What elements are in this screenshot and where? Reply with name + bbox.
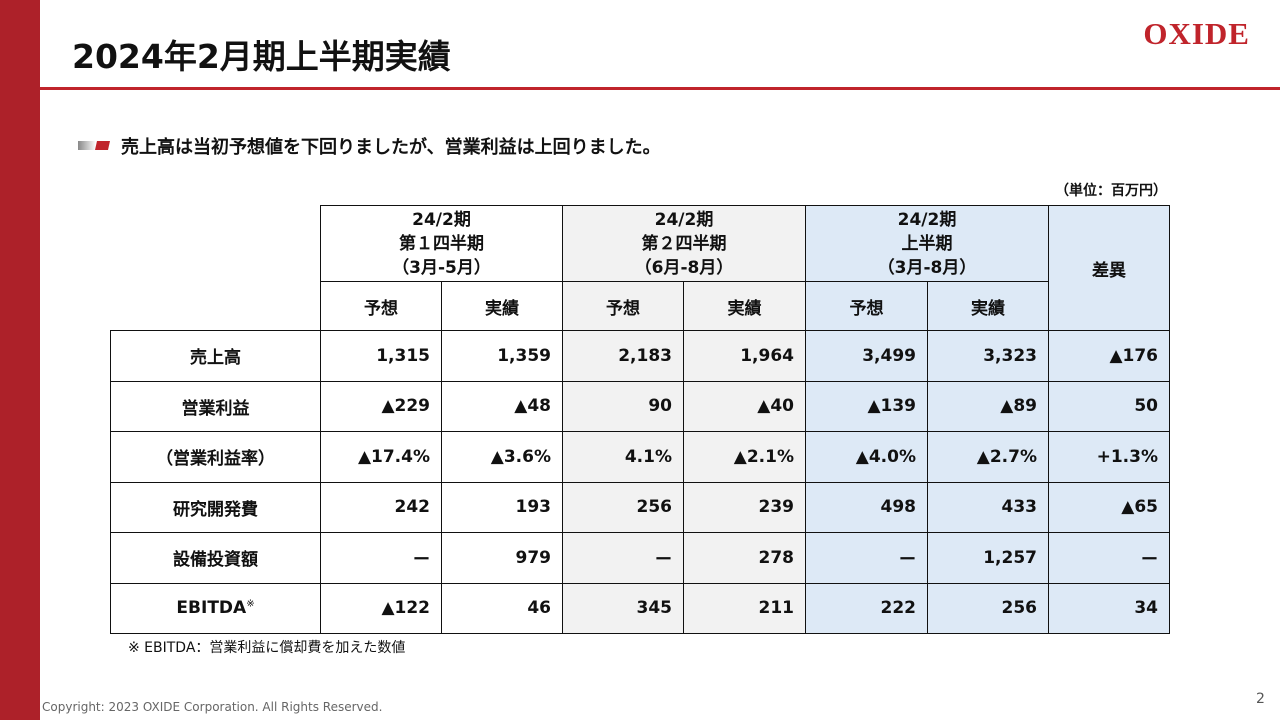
data-cell: 3,323: [927, 330, 1049, 382]
data-row: 設備投資額ー 979 ー 278 ー 1,257 ー: [110, 532, 1170, 584]
subheader: 実績: [927, 281, 1049, 331]
group-header: 24/2期上半期 （3月-8月）: [805, 205, 1049, 282]
sidebar: [0, 0, 40, 720]
group-header-line: （3月-5月）: [392, 257, 491, 278]
data-cell: ▲139: [805, 380, 928, 432]
row-label: EBITDA※: [110, 582, 321, 634]
data-cell: 498: [805, 481, 928, 533]
data-row: 研究開発費 242 193 256 239 498 433 ▲65: [110, 481, 1170, 533]
data-cell: 193: [441, 481, 563, 533]
subheader: 実績: [441, 281, 563, 331]
data-cell: +1.3%: [1048, 431, 1170, 483]
data-cell: 278: [683, 532, 806, 584]
group-header-line: 第１四半期: [399, 233, 484, 254]
data-row: 営業利益 ▲229 ▲48 90 ▲40 ▲139 ▲89 50: [110, 380, 1170, 432]
diff-header: 差異: [1048, 205, 1170, 331]
data-row: 売上高 1,315 1,359 2,183 1,964 3,499 3,323 ▲176: [110, 330, 1170, 382]
data-cell: 345: [562, 582, 684, 634]
data-cell: 34: [1048, 582, 1170, 634]
subheader-row: 予想 実績 予想 実績 予想 実績: [111, 281, 1170, 331]
data-cell: 46: [441, 582, 563, 634]
title: 2024年2月期上半期実績: [72, 37, 451, 76]
data-cell: ▲2.1%: [683, 431, 806, 483]
data-cell: 433: [927, 481, 1049, 533]
group-header-line: 24/2期: [897, 209, 957, 230]
row-label-text: 営業利益: [181, 398, 250, 419]
header-row: 24/2期第１四半期 （3月-5月） 24/2期第２四半期 （6月-8月） 24/2期上…: [111, 205, 1170, 331]
data-cell: 1,359: [441, 330, 563, 382]
row-label-text: 研究開発費: [173, 499, 258, 520]
row-label: 研究開発費: [110, 481, 321, 533]
data-row: EBITDA※ ▲122 46 345 211 222 256 34: [110, 582, 1170, 634]
group-header-line: （6月-8月）: [634, 257, 734, 278]
footnote: ※ EBITDA：営業利益に償却費を加えた数値: [128, 640, 406, 656]
group-header-line: 24/2期: [412, 209, 471, 230]
data-cell: ▲40: [683, 380, 806, 432]
group-header-line: （3月-8月）: [877, 257, 977, 278]
data-cell: 239: [683, 481, 806, 533]
subheader: 予想: [562, 281, 684, 331]
row-label-text: （営業利益率）: [156, 449, 275, 470]
row-label: 売上高: [110, 330, 321, 382]
data-cell: ▲176: [1048, 330, 1170, 382]
row-label-text: 売上高: [190, 348, 241, 369]
row-label: （営業利益率）: [110, 431, 321, 483]
subheader: 予想: [805, 281, 928, 331]
subheader: 予想: [320, 281, 442, 331]
data-cell: 3,499: [805, 330, 928, 382]
data-cell: 979: [441, 532, 563, 584]
group-header-line: 第２四半期: [641, 233, 727, 254]
data-cell: 4.1%: [562, 431, 684, 483]
data-cell: ▲4.0%: [805, 431, 928, 483]
data-cell: 90: [562, 380, 684, 432]
data-cell: 222: [805, 582, 928, 634]
data-cell: ▲17.4%: [320, 431, 442, 483]
bullet-text: 売上高は当初予想値を下回りましたが、営業利益は上回りました。: [121, 137, 661, 158]
data-cell: 2,183: [562, 330, 684, 382]
data-cell: ▲48: [441, 380, 563, 432]
data-cell: ▲229: [320, 380, 442, 432]
data-cell: 1,315: [320, 330, 442, 382]
data-cell: ー: [1048, 532, 1170, 584]
data-cell: ▲89: [927, 380, 1049, 432]
row-label-text: EBITDA: [176, 598, 247, 619]
data-cell: ▲65: [1048, 481, 1170, 533]
data-cell: ▲3.6%: [441, 431, 563, 483]
row-label: 営業利益: [110, 380, 321, 432]
data-row: （営業利益率） ▲17.4% ▲3.6% 4.1% ▲2.1% ▲4.0% ▲2.7% +1.…: [110, 431, 1170, 483]
results-table: 24/2期第１四半期 （3月-5月） 24/2期第２四半期 （6月-8月） 24/2期上…: [110, 205, 1170, 634]
copyright: Copyright: 2023 OXIDE Corporation. All R…: [42, 700, 383, 714]
group-header: 24/2期第２四半期 （6月-8月）: [562, 205, 806, 282]
group-header-line: 上半期: [901, 233, 953, 254]
data-cell: 256: [927, 582, 1049, 634]
row-label: 設備投資額: [110, 532, 321, 584]
data-cell: ー: [805, 532, 928, 584]
bullet-icon: [78, 141, 110, 150]
row-label-text: 設備投資額: [173, 550, 258, 571]
data-cell: 256: [562, 481, 684, 533]
data-cell: ー: [320, 532, 442, 584]
data-cell: 242: [320, 481, 442, 533]
subheader: 実績: [683, 281, 806, 331]
group-header-line: 24/2期: [654, 209, 714, 230]
logo: OXIDE: [1143, 16, 1250, 51]
data-cell: ▲122: [320, 582, 442, 634]
unit-label: （単位：百万円）: [1055, 183, 1167, 199]
data-cell: 50: [1048, 380, 1170, 432]
data-cell: 211: [683, 582, 806, 634]
data-cell: 1,257: [927, 532, 1049, 584]
data-cell: ー: [562, 532, 684, 584]
page-number: 2: [1256, 691, 1265, 707]
data-cell: 1,964: [683, 330, 806, 382]
title-rule: [40, 87, 1280, 90]
row-label-note: ※: [246, 598, 255, 610]
group-header: 24/2期第１四半期 （3月-5月）: [320, 205, 563, 282]
blank-cell: [111, 206, 321, 331]
data-cell: ▲2.7%: [927, 431, 1049, 483]
